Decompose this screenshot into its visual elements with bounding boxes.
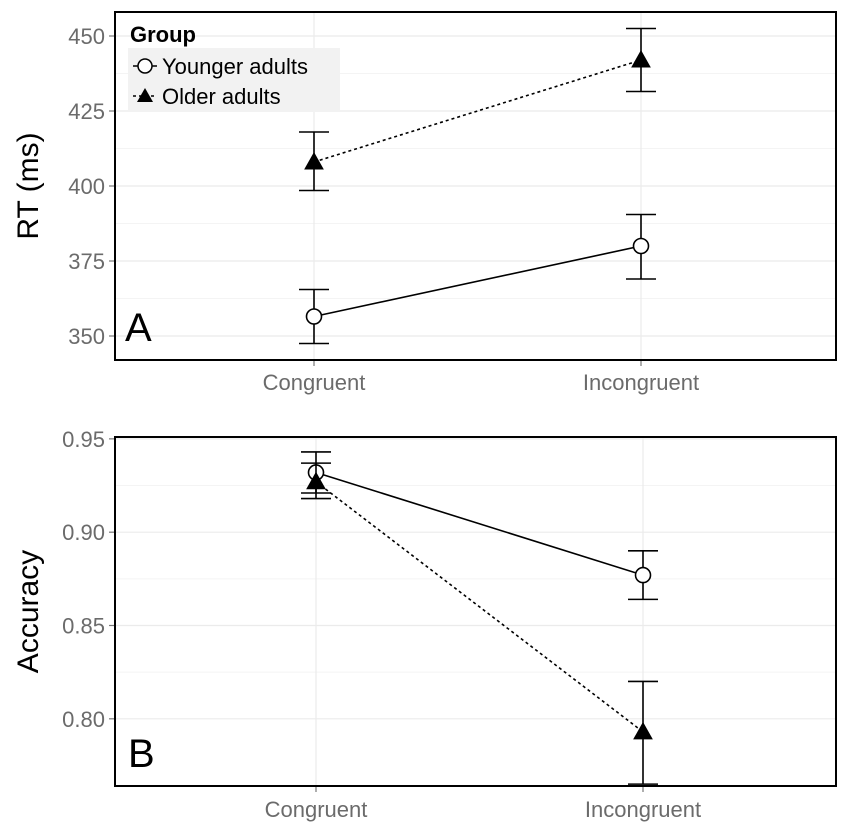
plot-frame [114,11,837,361]
y-axis-title: Accuracy [12,550,45,673]
series-line [315,471,644,576]
data-point [632,237,650,255]
x-tick-label: Congruent [263,370,366,395]
y-tick-label: 375 [68,249,105,274]
x-tick-label: Congruent [265,797,368,822]
data-point [631,49,651,68]
y-tick-label: 350 [68,324,105,349]
series-line [313,245,642,318]
legend-background [128,48,340,112]
plot-frame [114,436,837,787]
y-tick-label: 0.95 [62,427,105,452]
panel-a: 350 375 400 425 450 Congruent Incongruent RT (m… [12,11,837,395]
x-tick-label: Incongruent [585,797,701,822]
legend: Group Younger adults Older adults [128,22,340,112]
legend-entry-label: Older adults [162,84,281,109]
y-tick-label: 400 [68,174,105,199]
y-tick-label: 0.90 [62,520,105,545]
data-point [304,151,324,170]
legend-marker [137,88,153,102]
data-point [305,308,323,325]
legend-marker [137,58,153,74]
y-tick-label: 450 [68,24,105,49]
data-point [633,721,653,740]
panel-label: B [128,732,155,776]
y-tick-label: 0.80 [62,707,105,732]
panel-label: A [125,306,152,350]
x-tick-label: Incongruent [583,370,699,395]
y-axis-title: RT (ms) [12,132,45,239]
legend-entry-label: Younger adults [162,54,308,79]
panel-b: 0.80 0.85 0.90 0.95 Congruent Incongruent Accu… [12,427,837,822]
data-point [634,566,652,584]
legend-title: Group [130,22,196,47]
data-point [306,471,326,490]
y-tick-label: 425 [68,99,105,124]
y-tick-label: 0.85 [62,613,105,638]
series-line [315,481,644,733]
